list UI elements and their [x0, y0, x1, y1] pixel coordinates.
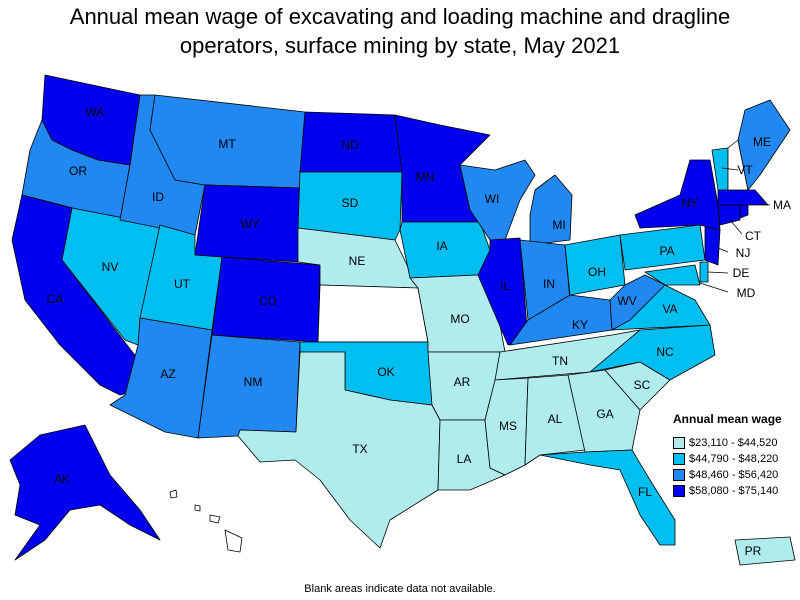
label-sd: SD [342, 196, 359, 210]
legend-label: $58,080 - $75,140 [689, 485, 779, 497]
state-hi[interactable] [169, 489, 243, 553]
legend-item: $44,790 - $48,220 [673, 451, 798, 467]
state-wi[interactable] [459, 159, 536, 241]
label-ia: IA [436, 239, 447, 253]
map-title: Annual mean wage of excavating and loadi… [0, 2, 800, 60]
legend: Annual mean wage $23,110 - $44,520 $44,79… [673, 412, 798, 499]
label-nv: NV [102, 260, 119, 274]
label-ky: KY [572, 318, 588, 332]
legend-title: Annual mean wage [673, 412, 782, 426]
label-wi: WI [485, 192, 500, 206]
state-pr[interactable] [734, 536, 796, 566]
state-ct[interactable] [717, 204, 741, 226]
label-ca: CA [47, 292, 64, 306]
state-de[interactable] [699, 261, 709, 283]
label-az: AZ [160, 367, 175, 381]
label-mi: MI [552, 218, 565, 232]
label-oh: OH [588, 265, 606, 279]
legend-items: $23,110 - $44,520 $44,790 - $48,220 $48,46… [673, 435, 798, 499]
legend-swatch [673, 453, 685, 465]
label-sc: SC [634, 378, 651, 392]
legend-item: $23,110 - $44,520 [673, 435, 798, 451]
label-ga: GA [596, 407, 613, 421]
label-in: IN [543, 277, 555, 291]
state-md[interactable] [644, 264, 701, 286]
state-fl[interactable] [539, 449, 676, 546]
state-ga[interactable] [567, 369, 641, 453]
legend-label: $48,460 - $56,420 [689, 469, 779, 481]
label-me: ME [753, 135, 771, 149]
legend-swatch [673, 485, 685, 497]
state-il[interactable] [477, 237, 529, 346]
label-ct: CT [745, 229, 762, 243]
label-ut: UT [174, 277, 191, 291]
label-ne: NE [349, 254, 366, 268]
label-wv: WV [617, 294, 636, 308]
legend-swatch [673, 469, 685, 481]
label-wy: WY [240, 217, 259, 231]
legend-item: $58,080 - $75,140 [673, 483, 798, 499]
label-ma: MA [773, 198, 791, 212]
label-mn: MN [416, 170, 435, 184]
label-va: VA [662, 302, 677, 316]
callouts: VT MA CT NJ DE MD [699, 163, 791, 300]
state-mi[interactable] [529, 174, 573, 246]
state-ak[interactable] [9, 424, 161, 561]
state-al[interactable] [524, 374, 586, 466]
label-or: OR [69, 164, 87, 178]
state-tx[interactable] [237, 351, 441, 549]
label-ar: AR [454, 375, 471, 389]
label-al: AL [548, 412, 563, 426]
label-mt: MT [218, 137, 236, 151]
label-il: IL [500, 279, 510, 293]
label-de: DE [733, 266, 750, 280]
label-id: ID [152, 190, 164, 204]
label-tn: TN [552, 354, 568, 368]
legend-label: $23,110 - $44,520 [689, 437, 778, 449]
state-ny[interactable] [634, 159, 721, 231]
label-pr: PR [745, 544, 762, 558]
label-md: MD [737, 286, 756, 300]
state-ma[interactable] [717, 189, 769, 206]
label-pa: PA [659, 244, 674, 258]
state-az[interactable] [109, 317, 213, 439]
label-nm: NM [244, 375, 263, 389]
title-line-2: operators, surface mining by state, May … [179, 33, 621, 58]
label-ak: AK [54, 472, 70, 486]
label-vt: VT [737, 163, 753, 177]
label-wa: WA [86, 105, 105, 119]
label-mo: MO [450, 312, 469, 326]
label-la: LA [457, 452, 472, 466]
label-tx: TX [352, 442, 367, 456]
label-fl: FL [638, 485, 652, 499]
label-nd: ND [341, 138, 359, 152]
state-ri[interactable] [739, 204, 749, 219]
legend-swatch [673, 437, 685, 449]
label-ok: OK [377, 365, 394, 379]
label-nc: NC [656, 345, 674, 359]
label-ny: NY [682, 196, 699, 210]
state-ks[interactable] [317, 284, 429, 343]
label-ms: MS [499, 419, 517, 433]
state-nc[interactable] [589, 324, 716, 381]
state-sd[interactable] [297, 171, 403, 241]
state-me[interactable] [737, 99, 791, 191]
footnote: Blank areas indicate data not available. [304, 583, 496, 595]
legend-label: $44,790 - $48,220 [689, 453, 779, 465]
title-line-1: Annual mean wage of excavating and loadi… [69, 4, 731, 29]
state-nj[interactable] [704, 224, 721, 266]
legend-item: $48,460 - $56,420 [673, 467, 798, 483]
label-nj: NJ [736, 246, 751, 260]
label-co: CO [259, 294, 277, 308]
